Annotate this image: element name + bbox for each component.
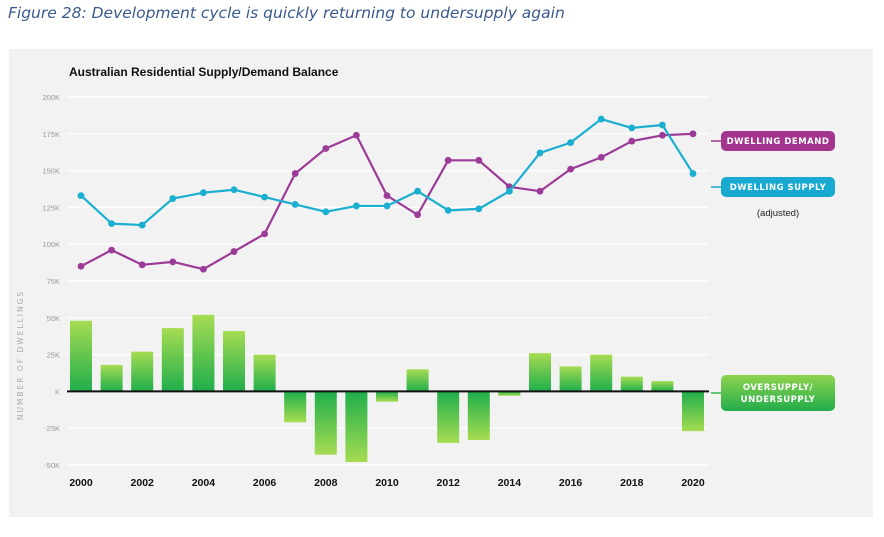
dwelling-demand-point xyxy=(628,137,636,145)
x-tick-label: 2016 xyxy=(559,477,583,489)
legend-label: DWELLING SUPPLY xyxy=(730,183,827,193)
legend-oversupply-swatch xyxy=(721,375,835,411)
dwelling-supply-point xyxy=(414,187,421,195)
dwelling-demand-point xyxy=(261,230,268,238)
dwelling-supply-point xyxy=(77,192,85,200)
dwelling-demand-point xyxy=(77,262,85,270)
bar xyxy=(192,314,215,392)
bar xyxy=(651,381,674,392)
bar xyxy=(223,331,245,392)
bar xyxy=(682,391,704,432)
legend-label: DWELLING DEMAND xyxy=(727,137,830,147)
dwelling-demand-point xyxy=(383,192,391,200)
dwelling-demand-point xyxy=(322,145,330,152)
dwelling-supply-point xyxy=(322,208,330,216)
bar xyxy=(620,376,643,392)
dwelling-demand-point xyxy=(414,211,421,219)
dwelling-demand-point xyxy=(689,130,697,138)
dwelling-demand-point xyxy=(567,165,574,173)
x-tick-label: 2012 xyxy=(437,477,461,489)
y-tick-label: 200K xyxy=(42,93,60,102)
bar xyxy=(559,366,582,392)
dwelling-supply-point xyxy=(230,186,238,194)
dwelling-supply-point xyxy=(475,205,483,213)
bar xyxy=(284,391,307,423)
legend-label: OVERSUPPLY/ xyxy=(743,383,814,393)
y-tick-label: 25K xyxy=(47,351,60,360)
chart-panel: Australian Residential Supply/Demand Bal… xyxy=(9,49,873,517)
dwelling-demand-point xyxy=(169,258,177,266)
legend-label: UNDERSUPPLY xyxy=(741,395,816,405)
supply-note: (adjusted) xyxy=(757,208,799,219)
dwelling-supply-point xyxy=(628,124,636,132)
x-tick-label: 2018 xyxy=(620,477,644,489)
dwelling-supply-point xyxy=(383,202,391,210)
dwelling-supply-point xyxy=(353,202,360,210)
dwelling-supply-point xyxy=(506,187,513,195)
y-tick-label: 150K xyxy=(42,167,60,176)
x-tick-label: 2014 xyxy=(498,477,522,489)
dwelling-supply-point xyxy=(200,189,207,197)
bar xyxy=(437,391,460,443)
dwelling-demand-point xyxy=(536,187,544,195)
dwelling-supply-point xyxy=(659,121,666,129)
y-tick-label: 175K xyxy=(42,130,60,139)
dwelling-supply-point xyxy=(108,220,115,227)
bar xyxy=(70,320,92,392)
bar xyxy=(161,328,184,392)
dwelling-supply-point xyxy=(261,193,268,201)
bar xyxy=(345,391,368,463)
dwelling-demand-point xyxy=(444,156,452,164)
bar xyxy=(131,351,154,392)
bar xyxy=(376,391,398,402)
x-tick-label: 2006 xyxy=(253,477,277,489)
y-tick-label: -50K xyxy=(44,461,60,470)
y-axis-label: NUMBER OF DWELLINGS xyxy=(16,290,25,420)
dwelling-demand-point xyxy=(230,248,238,255)
x-tick-label: 2010 xyxy=(375,477,399,489)
bar xyxy=(529,353,551,392)
figure-caption: Figure 28: Development cycle is quickly … xyxy=(8,4,565,22)
dwelling-demand-point xyxy=(475,156,483,164)
bar xyxy=(590,354,613,392)
bar xyxy=(100,364,123,392)
legend-dwelling-supply-swatch xyxy=(721,177,835,197)
dwelling-supply-point xyxy=(138,221,146,229)
x-tick-label: 2020 xyxy=(681,477,705,489)
x-tick-label: 2002 xyxy=(131,477,155,489)
y-tick-label: 125K xyxy=(42,203,60,212)
dwelling-demand-point xyxy=(200,265,207,273)
y-tick-label: 50K xyxy=(47,314,60,323)
bar xyxy=(467,391,490,440)
dwelling-supply-point xyxy=(291,201,299,208)
bar xyxy=(406,369,429,392)
bar xyxy=(253,354,276,392)
legend-dwelling-demand-swatch xyxy=(721,131,835,151)
bar xyxy=(314,391,337,455)
dwelling-supply-point xyxy=(536,149,544,157)
y-tick-label: -25K xyxy=(44,424,60,433)
dwelling-demand-point xyxy=(138,261,146,269)
dwelling-supply-point xyxy=(444,206,452,214)
dwelling-supply-point xyxy=(689,170,697,177)
chart-svg: Australian Residential Supply/Demand Bal… xyxy=(16,65,835,489)
dwelling-supply-point xyxy=(597,115,605,123)
dwelling-demand-point xyxy=(108,246,115,254)
dwelling-supply-point xyxy=(567,139,574,147)
dwelling-demand-point xyxy=(659,131,666,139)
chart-title: Australian Residential Supply/Demand Bal… xyxy=(69,65,339,79)
dwelling-demand-point xyxy=(353,131,360,139)
dwelling-demand-point xyxy=(291,170,299,177)
x-tick-label: 2008 xyxy=(314,477,338,489)
dwelling-supply-point xyxy=(169,195,177,202)
x-tick-label: 2004 xyxy=(192,477,216,489)
dwelling-demand-point xyxy=(597,153,605,161)
y-tick-label: 75K xyxy=(47,277,60,286)
x-tick-label: 2000 xyxy=(69,477,93,489)
bar xyxy=(498,391,521,396)
y-tick-label: K xyxy=(55,387,60,396)
y-tick-label: 100K xyxy=(42,240,60,249)
